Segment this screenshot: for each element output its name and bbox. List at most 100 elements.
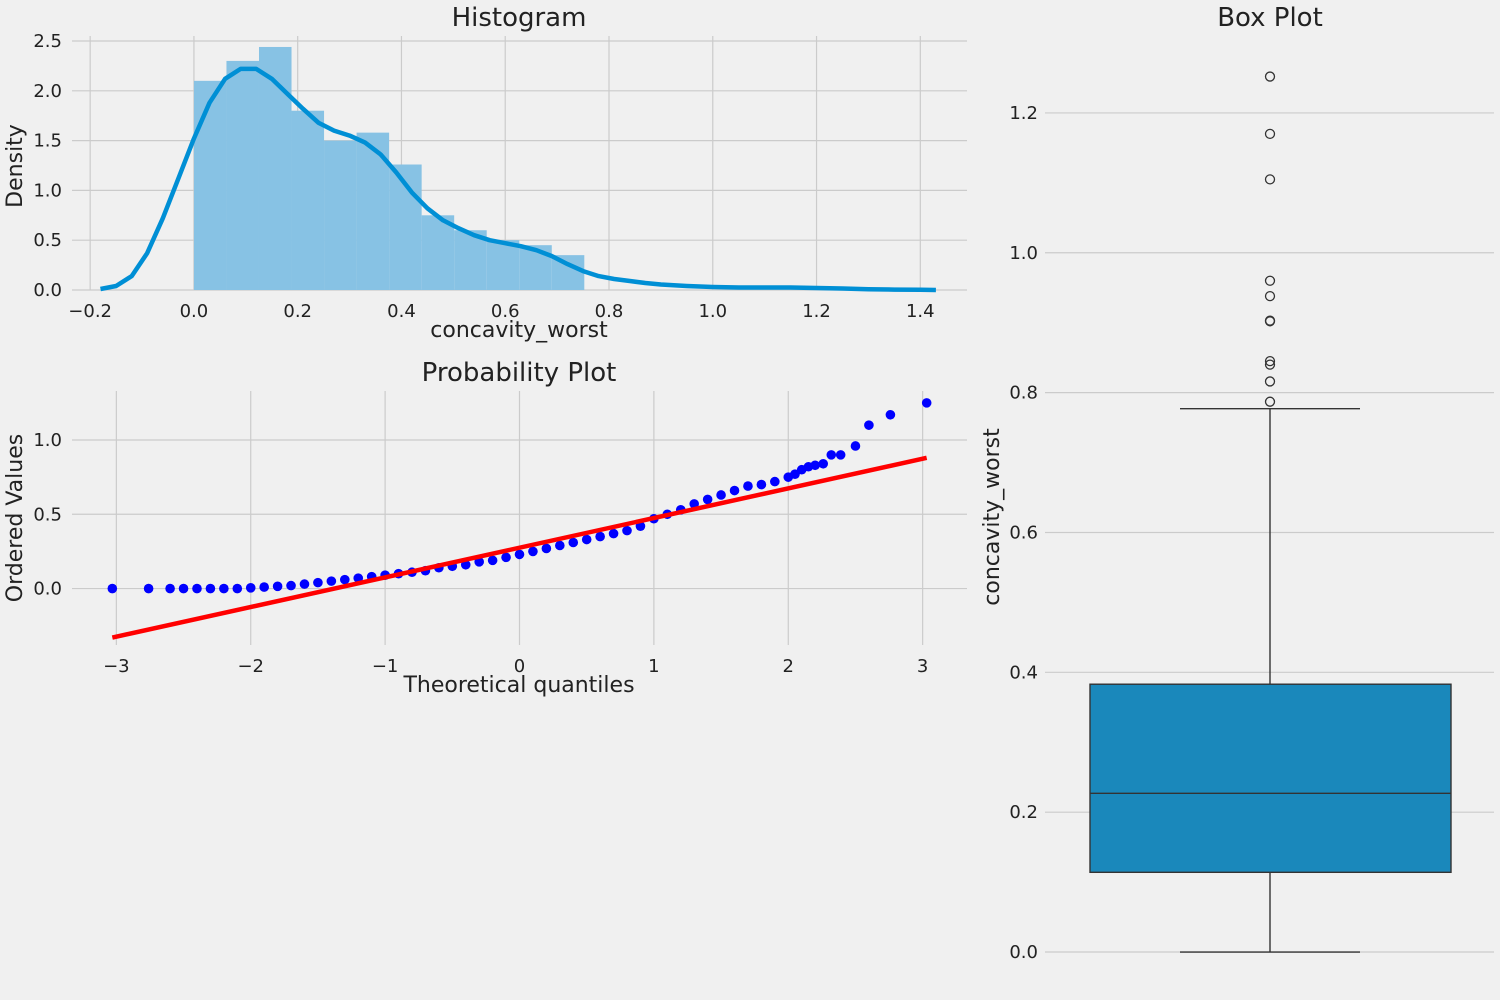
data-point <box>313 577 323 588</box>
outlier-point <box>1264 275 1276 286</box>
box-plot-panel: 0.0 0.2 0.4 0.6 0.8 1.0 1.2 Box Plot concavity… <box>980 3 1494 963</box>
data-point <box>850 441 861 451</box>
x-tick-label: 0 <box>514 656 525 677</box>
data-point <box>826 450 837 460</box>
histogram-bar <box>454 230 487 290</box>
data-point <box>165 583 175 594</box>
x-tick-label: 1.4 <box>906 301 935 322</box>
data-point <box>259 582 269 592</box>
outlier-point <box>1264 174 1276 185</box>
outlier-point <box>1264 356 1276 367</box>
x-tick-label: 0.6 <box>491 301 520 322</box>
data-point <box>702 494 713 505</box>
x-tick-label: −2 <box>237 656 264 677</box>
probability-plot-ylabel: Ordered Values <box>3 434 28 602</box>
x-tick-label: 1.2 <box>802 301 831 322</box>
y-tick-label: 1.5 <box>33 131 62 152</box>
kde-curve <box>100 66 936 293</box>
data-point <box>555 540 565 551</box>
data-point <box>340 574 350 585</box>
data-point <box>835 450 846 460</box>
outlier-point <box>1264 376 1276 387</box>
data-point <box>581 534 592 545</box>
x-tick-label: 0.2 <box>283 301 312 322</box>
outlier-point <box>1264 290 1276 302</box>
y-tick-label: 0.0 <box>1009 942 1038 963</box>
data-point <box>286 580 296 591</box>
data-point <box>192 583 202 594</box>
outlier-point <box>1264 359 1276 370</box>
y-tick-label: 0.0 <box>33 280 62 301</box>
data-point <box>299 579 310 589</box>
data-point <box>743 481 753 491</box>
outlier-point <box>1264 128 1276 140</box>
data-point <box>245 583 256 593</box>
data-point <box>143 583 154 594</box>
outlier-point <box>1264 315 1276 326</box>
iqr-box <box>1089 683 1452 874</box>
data-point <box>595 531 605 542</box>
data-point <box>756 479 767 490</box>
y-tick-label: 0.4 <box>1009 662 1038 683</box>
x-tick-label: 1 <box>648 656 659 677</box>
histogram-bar <box>193 80 227 290</box>
histogram-panel: −0.2 0.0 0.2 0.4 0.6 0.8 1.0 1.2 1.4 0.0 0.5 1.0 1.5… <box>3 3 967 343</box>
data-point <box>487 555 498 566</box>
data-point <box>716 490 726 500</box>
data-point <box>921 398 932 408</box>
histogram-bar <box>421 215 455 290</box>
box-plot-title: Box Plot <box>1217 3 1323 33</box>
y-tick-label: 1.0 <box>33 180 62 201</box>
data-point <box>528 546 538 557</box>
data-point <box>514 549 525 560</box>
outlier-point <box>1264 396 1276 407</box>
data-point <box>107 583 118 594</box>
x-tick-label: −3 <box>103 656 130 677</box>
data-point <box>729 485 740 496</box>
data-point <box>885 409 896 420</box>
data-point <box>326 576 337 586</box>
histogram-bar <box>324 140 357 290</box>
histogram-bar <box>226 60 259 290</box>
x-tick-label: 3 <box>917 656 928 677</box>
data-point <box>232 583 243 594</box>
data-point <box>608 528 619 539</box>
data-point <box>622 525 632 536</box>
y-tick-label: 2.0 <box>33 81 62 102</box>
x-tick-label: 1.0 <box>698 301 727 322</box>
y-tick-label: 0.2 <box>1009 802 1038 823</box>
data-point <box>568 537 579 548</box>
data-point <box>864 420 874 430</box>
histogram-bar <box>258 46 292 291</box>
x-tick-label: 0.0 <box>180 301 209 322</box>
data-point <box>501 552 511 563</box>
data-point <box>818 458 829 469</box>
y-tick-label: 1.0 <box>33 430 62 451</box>
y-tick-label: 0.0 <box>33 579 62 600</box>
probability-plot-panel: −3 −2 −1 0 1 2 3 0.0 0.5 1.0 Probability Plot The… <box>3 358 967 698</box>
y-tick-label: 0.5 <box>33 230 62 251</box>
x-tick-label: 0.4 <box>387 301 416 322</box>
histogram-ylabel: Density <box>3 124 28 208</box>
data-point <box>272 581 283 592</box>
data-point <box>205 583 216 594</box>
histogram-bar <box>486 240 520 290</box>
x-tick-label: −1 <box>372 656 399 677</box>
data-point <box>541 543 552 554</box>
y-tick-label: 1.0 <box>1009 243 1038 264</box>
x-tick-label: 0.8 <box>595 301 624 322</box>
outlier-point <box>1264 71 1276 82</box>
y-tick-label: 2.5 <box>33 31 62 52</box>
y-tick-label: 0.6 <box>1009 522 1038 543</box>
x-tick-label: −0.2 <box>68 301 112 322</box>
histogram-title: Histogram <box>452 3 587 33</box>
y-tick-label: 1.2 <box>1009 103 1038 124</box>
probability-plot-title: Probability Plot <box>422 358 617 388</box>
data-point <box>219 583 229 594</box>
histogram-xlabel: concavity_worst <box>430 318 608 343</box>
data-point <box>178 583 189 594</box>
y-tick-label: 0.8 <box>1009 383 1038 404</box>
fit-line <box>111 455 928 640</box>
data-point <box>770 476 780 487</box>
